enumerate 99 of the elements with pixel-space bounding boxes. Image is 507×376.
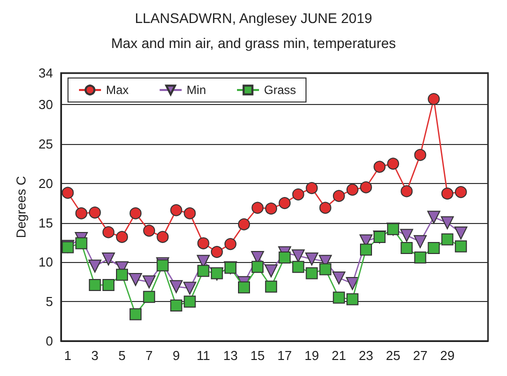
chart-title: LLANSADWRN, Anglesey JUNE 2019 [134,10,372,26]
point [143,290,156,303]
x-tick-label: 17 [277,348,292,363]
y-tick-label: 25 [38,136,53,152]
point [400,185,413,198]
point [454,186,467,198]
y-axis-title: Degrees C [14,176,29,238]
x-tick-label: 23 [358,348,374,363]
y-tick-label: 20 [38,176,53,191]
point [292,260,304,273]
point [387,158,400,170]
point [197,264,210,277]
point [332,292,345,304]
y-tick-label: 5 [46,294,53,310]
point [264,264,278,278]
point [440,216,454,230]
point [414,235,427,248]
point [116,268,128,281]
x-tick-label: 29 [440,348,455,363]
point [184,207,196,220]
point [224,238,236,250]
point [414,251,426,264]
x-tick-label: 11 [196,348,210,363]
point [88,279,101,292]
x-tick-label: 1 [64,348,72,363]
point [400,228,414,242]
y-tick-label: 30 [38,97,53,112]
point [441,233,454,246]
point [170,280,183,294]
point [130,308,142,320]
point [102,252,115,266]
point [88,206,101,219]
point [265,202,278,215]
x-tick-label: 9 [172,348,180,363]
point [62,186,74,199]
y-tick-label: 10 [38,254,53,270]
point [360,244,372,256]
point [278,197,291,210]
point [210,246,223,258]
chart-subtitle: Max and min air, and grass min, temperatures [111,35,396,51]
point [332,271,346,284]
x-tick-label: 19 [304,348,320,363]
x-tick-label: 5 [118,348,126,363]
point [292,249,305,262]
legend-label: Grass [264,83,296,97]
point [265,280,278,293]
point [428,93,440,106]
point [238,281,250,294]
point [427,210,440,224]
point [143,224,156,237]
point [346,276,359,290]
point [184,296,196,308]
point [346,293,358,306]
x-tick-label: 3 [91,348,99,363]
point [102,279,114,292]
point [197,237,210,250]
point [183,282,196,295]
point [156,230,169,243]
x-tick-label: 13 [223,348,238,363]
point [441,188,454,200]
point [252,260,264,273]
point [88,260,102,273]
point [102,226,114,238]
x-tick-label: 21 [332,348,346,363]
point [414,148,426,161]
x-tick-label: 15 [250,348,265,363]
point [360,181,372,194]
x-tick-label: 25 [386,348,400,363]
point [306,267,318,280]
x-tick-label: 7 [145,348,153,363]
point [75,207,88,220]
point [306,182,318,194]
point [428,242,440,254]
point [319,263,332,276]
point [75,237,88,250]
point [252,202,264,214]
point [332,190,345,202]
point [400,242,413,254]
x-tick-label: 27 [412,348,428,363]
point [278,251,291,264]
point [374,160,386,173]
point [454,240,467,252]
point [305,252,318,266]
point [346,184,358,196]
y-tick-label: 0 [46,334,53,348]
y-tick-label: 34 [38,66,53,80]
point [116,230,128,243]
legend-label: Max [106,83,129,97]
point [238,218,250,230]
point [129,273,142,286]
point [142,275,156,288]
y-tick-label: 15 [38,215,53,230]
legend-label: Min [186,83,206,97]
point [454,226,468,240]
point [130,207,142,220]
point [170,300,182,312]
point [170,204,182,216]
point [319,202,332,214]
point [292,188,304,200]
